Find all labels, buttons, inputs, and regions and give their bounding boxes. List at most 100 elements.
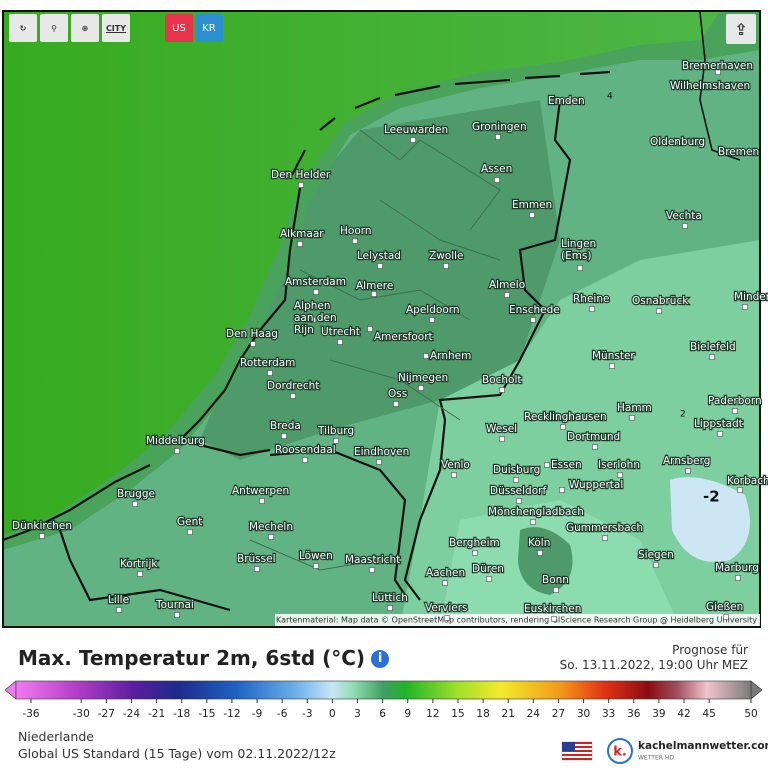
city-label: Euskirchen — [524, 603, 581, 615]
share-button[interactable]: ⇪ — [726, 14, 756, 44]
city-marker — [472, 550, 478, 556]
city-label: Alphen — [294, 300, 331, 312]
scale-tick-label: 21 — [502, 708, 515, 720]
city-label: Bremerhaven — [682, 60, 753, 72]
city-label: Löwen — [299, 550, 333, 562]
city-marker — [723, 614, 729, 620]
city-label: Bonn — [542, 574, 569, 586]
city-label: Siegen — [638, 549, 674, 561]
city-label: Paderborn — [708, 395, 762, 407]
city-marker — [281, 433, 287, 439]
city-label: Rotterdam — [240, 357, 295, 369]
scale-tick-label: 27 — [552, 708, 565, 720]
sea — [3, 11, 720, 535]
logo-subtext: WETTER HD — [638, 755, 674, 762]
city-marker — [499, 436, 505, 442]
scale-tick-label: 18 — [476, 708, 489, 720]
city-marker — [393, 401, 399, 407]
city-label: Wilhelmshaven — [670, 80, 750, 92]
city-marker — [259, 498, 265, 504]
city-label: Enschede — [509, 304, 560, 316]
forecast-info: Prognose für So. 13.11.2022, 19:00 Uhr ME… — [560, 643, 748, 673]
city-marker — [297, 241, 303, 247]
city-label: Lippstadt — [694, 418, 743, 430]
city-marker — [530, 519, 536, 525]
city-label: Arnsberg — [663, 455, 710, 467]
city-label: Gummersbach — [566, 522, 643, 534]
city-marker — [735, 575, 741, 581]
city-label: Antwerpen — [232, 485, 289, 497]
city-marker — [333, 438, 339, 444]
city-label: Almelo — [489, 279, 525, 291]
city-marker — [737, 149, 743, 155]
city-marker — [451, 472, 457, 478]
scale-tick-label: 6 — [379, 708, 386, 720]
city-label: Hamm — [617, 402, 652, 414]
city-label: Hoorn — [340, 225, 372, 237]
land-nl — [200, 100, 560, 460]
scale-tick-label: 12 — [426, 708, 439, 720]
city-label: Oss — [388, 388, 407, 400]
city-marker — [707, 83, 713, 89]
city-label: Tilburg — [317, 425, 354, 437]
model: Global US Standard (15 Tage) vom 02.11.2… — [18, 746, 336, 761]
city-label: Amersfoort — [374, 331, 433, 343]
city-label: Roosendaal — [275, 444, 336, 456]
city-marker — [371, 291, 377, 297]
us-flag — [561, 741, 593, 761]
scale-tick-label: -36 — [22, 708, 39, 720]
city-marker — [499, 387, 505, 393]
city-label: Marburg — [715, 562, 759, 574]
city-marker — [376, 459, 382, 465]
attribution-bg — [275, 614, 760, 626]
info-button[interactable]: i — [371, 650, 390, 668]
city-label: Bocholt — [482, 374, 522, 386]
city-label: Essen — [551, 459, 582, 471]
city-marker — [560, 424, 566, 430]
scale-arrow-right — [750, 680, 763, 700]
city-label: Den Haag — [226, 328, 278, 340]
city-marker — [174, 612, 180, 618]
city-marker — [609, 363, 615, 369]
city-label: Den Helder — [271, 169, 331, 181]
zoom-button[interactable]: ⊕ — [71, 14, 99, 42]
scale-tick-label: 33 — [602, 708, 615, 720]
city-button[interactable]: CITY — [102, 14, 130, 42]
city-marker — [559, 487, 565, 493]
scale-tick-label: -21 — [148, 708, 165, 720]
scale-tick-label: 3 — [354, 708, 361, 720]
attribution: Kartenmaterial: Map data © OpenStreetMap… — [276, 616, 757, 625]
city-label: Oldenburg — [650, 136, 705, 148]
city-marker — [516, 498, 522, 504]
city-marker — [410, 137, 416, 143]
city-label: Brugge — [117, 488, 155, 500]
title-block: Max. Temperatur 2m, 6std (°C) i — [18, 646, 390, 670]
city-label: Düren — [472, 563, 504, 575]
city-marker — [137, 571, 143, 577]
city-label: Korbach — [727, 475, 768, 487]
city-marker — [504, 292, 510, 298]
city-label: Wuppertal — [569, 479, 623, 491]
city-label: Leeuwarden — [384, 124, 448, 136]
kr-button[interactable]: KR — [195, 14, 223, 42]
city-label: Almere — [356, 280, 393, 292]
city-marker — [564, 97, 570, 103]
city-label: Recklinghausen — [524, 411, 607, 423]
logo-text: kachelmannwetter.com — [638, 740, 768, 752]
title: Max. Temperatur 2m, 6std (°C) — [18, 646, 366, 670]
city-label: Arnhem — [430, 350, 471, 362]
city-marker — [709, 354, 715, 360]
scale-tick-label: 30 — [577, 708, 590, 720]
city-label: Gent — [177, 516, 202, 528]
city-label: Venlo — [441, 459, 470, 471]
warm-area — [518, 527, 573, 595]
logo-icon — [607, 738, 633, 764]
scale-tick-label: 0 — [329, 708, 336, 720]
us-button[interactable]: US — [165, 14, 193, 42]
city-marker — [602, 535, 608, 541]
locate-button[interactable]: ⚲ — [40, 14, 68, 42]
city-marker — [443, 263, 449, 269]
city-label: Lüttich — [372, 592, 408, 604]
reload-button[interactable]: ↻ — [9, 14, 37, 42]
city-marker — [529, 212, 535, 218]
